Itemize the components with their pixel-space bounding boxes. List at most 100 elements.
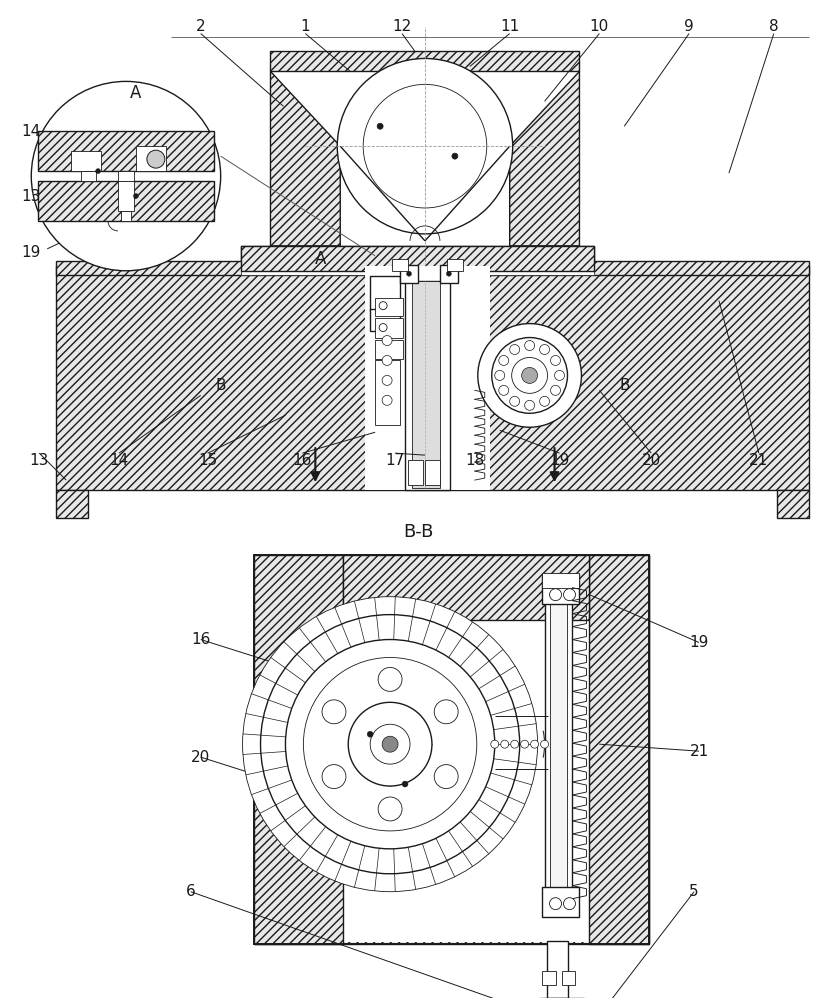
Bar	[240, 246, 595, 271]
Polygon shape	[38, 181, 214, 221]
Circle shape	[147, 150, 164, 168]
Bar	[375, 318, 403, 338]
Bar	[549, 592, 568, 907]
Circle shape	[134, 194, 139, 199]
Text: 5: 5	[689, 884, 699, 899]
Bar	[136, 146, 166, 171]
Circle shape	[382, 336, 392, 346]
Text: B: B	[215, 378, 226, 393]
Bar	[542, 971, 555, 985]
Text: 18: 18	[465, 453, 484, 468]
Polygon shape	[56, 490, 89, 518]
Circle shape	[286, 640, 495, 849]
Circle shape	[492, 338, 568, 413]
Bar	[256, 558, 343, 941]
Circle shape	[322, 700, 346, 724]
Circle shape	[498, 355, 509, 365]
Circle shape	[478, 324, 581, 427]
Bar	[375, 360, 400, 425]
Bar	[561, 971, 575, 985]
Text: 2: 2	[196, 19, 205, 34]
Circle shape	[378, 797, 402, 821]
Polygon shape	[343, 555, 590, 620]
Bar	[81, 171, 96, 181]
Circle shape	[564, 898, 575, 910]
Text: 1: 1	[301, 19, 310, 34]
Bar	[440, 265, 458, 283]
Text: 11: 11	[500, 19, 519, 34]
Polygon shape	[254, 555, 343, 944]
Circle shape	[382, 395, 392, 405]
Polygon shape	[240, 246, 595, 271]
Circle shape	[337, 58, 513, 234]
Bar	[405, 281, 450, 490]
Circle shape	[452, 153, 458, 159]
Circle shape	[261, 615, 519, 874]
Bar	[375, 298, 403, 316]
Bar	[392, 259, 408, 271]
Bar	[542, 574, 579, 604]
Text: 21: 21	[690, 744, 709, 759]
Circle shape	[501, 740, 509, 748]
Bar	[370, 309, 400, 331]
Polygon shape	[509, 71, 579, 246]
Bar	[592, 558, 646, 941]
Circle shape	[509, 345, 519, 355]
Bar	[542, 573, 579, 588]
Circle shape	[434, 765, 458, 789]
Polygon shape	[777, 490, 808, 518]
Circle shape	[524, 400, 534, 410]
Polygon shape	[539, 998, 584, 1000]
Text: 12: 12	[392, 19, 412, 34]
Bar	[447, 259, 463, 271]
Circle shape	[512, 357, 548, 393]
Circle shape	[382, 736, 398, 752]
Circle shape	[549, 589, 561, 601]
Bar	[370, 276, 400, 311]
Text: B: B	[619, 378, 630, 393]
Bar	[365, 266, 490, 490]
Circle shape	[402, 781, 408, 787]
Circle shape	[322, 765, 346, 789]
Circle shape	[521, 740, 529, 748]
Circle shape	[491, 740, 498, 748]
Bar	[375, 340, 403, 359]
Text: 10: 10	[590, 19, 609, 34]
Text: 13: 13	[22, 189, 41, 204]
Circle shape	[370, 724, 410, 764]
Polygon shape	[590, 555, 650, 944]
Circle shape	[564, 589, 575, 601]
Circle shape	[407, 271, 412, 276]
Text: A: A	[315, 250, 326, 268]
Bar	[547, 941, 569, 998]
Text: 17: 17	[386, 453, 405, 468]
Bar	[121, 211, 131, 221]
Text: 8: 8	[769, 19, 778, 34]
Polygon shape	[271, 71, 340, 246]
Text: 9: 9	[684, 19, 694, 34]
Circle shape	[379, 324, 387, 332]
Polygon shape	[254, 555, 650, 944]
Bar	[542, 887, 579, 917]
Circle shape	[363, 84, 487, 208]
Circle shape	[550, 385, 560, 395]
Circle shape	[303, 657, 477, 831]
Text: 14: 14	[22, 124, 41, 139]
Bar	[118, 171, 134, 181]
Circle shape	[539, 345, 549, 355]
Text: 19: 19	[690, 635, 709, 650]
Circle shape	[549, 898, 561, 910]
Bar	[400, 265, 418, 283]
Circle shape	[530, 740, 539, 748]
Bar	[254, 555, 650, 944]
Text: 19: 19	[549, 453, 569, 468]
Text: 19: 19	[22, 245, 41, 260]
Text: 13: 13	[29, 453, 49, 468]
Text: A: A	[130, 84, 142, 102]
Circle shape	[31, 81, 220, 271]
Circle shape	[539, 396, 549, 406]
Circle shape	[524, 341, 534, 350]
Circle shape	[522, 367, 538, 383]
Circle shape	[378, 667, 402, 691]
Bar	[408, 460, 423, 485]
